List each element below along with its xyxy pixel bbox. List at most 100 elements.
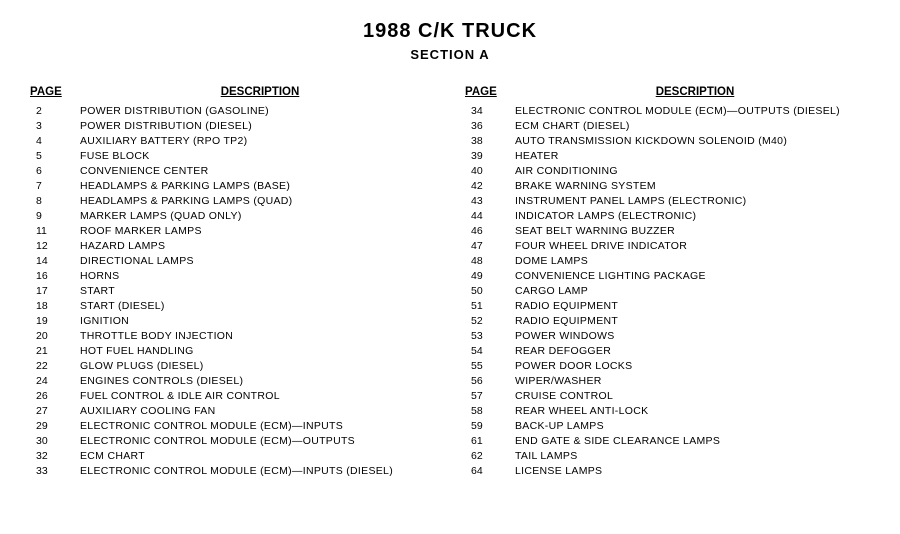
page-number: 55	[465, 359, 503, 374]
description-text: ELECTRONIC CONTROL MODULE (ECM)—INPUTS	[68, 419, 435, 434]
page-number: 57	[465, 389, 503, 404]
page-number: 19	[30, 314, 68, 329]
page-number: 24	[30, 374, 68, 389]
table-row: 29ELECTRONIC CONTROL MODULE (ECM)—INPUTS	[30, 419, 435, 434]
description-text: ELECTRONIC CONTROL MODULE (ECM)—OUTPUTS	[68, 434, 435, 449]
table-row: 50CARGO LAMP	[465, 284, 870, 299]
description-text: POWER DISTRIBUTION (DIESEL)	[68, 119, 435, 134]
page-number: 2	[30, 104, 68, 119]
page-number: 46	[465, 224, 503, 239]
page-number: 56	[465, 374, 503, 389]
description-text: AUXILIARY BATTERY (RPO TP2)	[68, 134, 435, 149]
description-text: INSTRUMENT PANEL LAMPS (ELECTRONIC)	[503, 194, 870, 209]
table-row: 14DIRECTIONAL LAMPS	[30, 254, 435, 269]
description-text: FOUR WHEEL DRIVE INDICATOR	[503, 239, 870, 254]
table-row: 64LICENSE LAMPS	[465, 464, 870, 479]
page-number: 51	[465, 299, 503, 314]
page-number: 30	[30, 434, 68, 449]
description-text: FUSE BLOCK	[68, 149, 435, 164]
page-number: 17	[30, 284, 68, 299]
left-column-headers: PAGE DESCRIPTION	[30, 86, 435, 98]
table-row: 42BRAKE WARNING SYSTEM	[465, 179, 870, 194]
description-text: ECM CHART (DIESEL)	[503, 119, 870, 134]
page-number: 11	[30, 224, 68, 239]
page-number: 20	[30, 329, 68, 344]
page-number: 6	[30, 164, 68, 179]
page-number: 34	[465, 104, 503, 119]
table-row: 53POWER WINDOWS	[465, 329, 870, 344]
description-text: DIRECTIONAL LAMPS	[68, 254, 435, 269]
description-text: RADIO EQUIPMENT	[503, 314, 870, 329]
page-number: 49	[465, 269, 503, 284]
table-row: 52RADIO EQUIPMENT	[465, 314, 870, 329]
description-text: START	[68, 284, 435, 299]
table-row: 16HORNS	[30, 269, 435, 284]
description-text: RADIO EQUIPMENT	[503, 299, 870, 314]
page-number: 61	[465, 434, 503, 449]
table-row: 44INDICATOR LAMPS (ELECTRONIC)	[465, 209, 870, 224]
table-row: 9MARKER LAMPS (QUAD ONLY)	[30, 209, 435, 224]
description-text: POWER WINDOWS	[503, 329, 870, 344]
table-row: 36ECM CHART (DIESEL)	[465, 119, 870, 134]
page-number: 44	[465, 209, 503, 224]
page-number: 3	[30, 119, 68, 134]
page-number: 33	[30, 464, 68, 479]
right-rows: 34ELECTRONIC CONTROL MODULE (ECM)—OUTPUT…	[465, 104, 870, 479]
table-row: 8HEADLAMPS & PARKING LAMPS (QUAD)	[30, 194, 435, 209]
left-rows: 2POWER DISTRIBUTION (GASOLINE)3POWER DIS…	[30, 104, 435, 479]
table-row: 40AIR CONDITIONING	[465, 164, 870, 179]
description-text: HOT FUEL HANDLING	[68, 344, 435, 359]
page-number: 18	[30, 299, 68, 314]
description-text: CONVENIENCE LIGHTING PACKAGE	[503, 269, 870, 284]
table-row: 33ELECTRONIC CONTROL MODULE (ECM)—INPUTS…	[30, 464, 435, 479]
description-text: ECM CHART	[68, 449, 435, 464]
left-column: PAGE DESCRIPTION 2POWER DISTRIBUTION (GA…	[30, 86, 435, 479]
page-number: 16	[30, 269, 68, 284]
table-row: 38AUTO TRANSMISSION KICKDOWN SOLENOID (M…	[465, 134, 870, 149]
table-row: 62TAIL LAMPS	[465, 449, 870, 464]
table-row: 43INSTRUMENT PANEL LAMPS (ELECTRONIC)	[465, 194, 870, 209]
description-text: POWER DISTRIBUTION (GASOLINE)	[68, 104, 435, 119]
description-text: IGNITION	[68, 314, 435, 329]
page-number: 43	[465, 194, 503, 209]
description-text: REAR WHEEL ANTI-LOCK	[503, 404, 870, 419]
description-text: ELECTRONIC CONTROL MODULE (ECM)—INPUTS (…	[68, 464, 435, 479]
table-row: 17START	[30, 284, 435, 299]
description-text: HEADLAMPS & PARKING LAMPS (BASE)	[68, 179, 435, 194]
description-text: HAZARD LAMPS	[68, 239, 435, 254]
description-text: TAIL LAMPS	[503, 449, 870, 464]
page-number: 8	[30, 194, 68, 209]
table-row: 26FUEL CONTROL & IDLE AIR CONTROL	[30, 389, 435, 404]
description-text: WIPER/WASHER	[503, 374, 870, 389]
page-number: 48	[465, 254, 503, 269]
description-header: DESCRIPTION	[520, 86, 870, 98]
table-row: 56WIPER/WASHER	[465, 374, 870, 389]
page-number: 50	[465, 284, 503, 299]
description-text: ROOF MARKER LAMPS	[68, 224, 435, 239]
description-text: AIR CONDITIONING	[503, 164, 870, 179]
table-row: 6CONVENIENCE CENTER	[30, 164, 435, 179]
description-header: DESCRIPTION	[85, 86, 435, 98]
table-row: 48DOME LAMPS	[465, 254, 870, 269]
table-row: 39HEATER	[465, 149, 870, 164]
table-row: 57CRUISE CONTROL	[465, 389, 870, 404]
table-row: 51RADIO EQUIPMENT	[465, 299, 870, 314]
description-text: CRUISE CONTROL	[503, 389, 870, 404]
table-row: 34ELECTRONIC CONTROL MODULE (ECM)—OUTPUT…	[465, 104, 870, 119]
description-text: BRAKE WARNING SYSTEM	[503, 179, 870, 194]
page-number: 36	[465, 119, 503, 134]
page-number: 22	[30, 359, 68, 374]
description-text: BACK-UP LAMPS	[503, 419, 870, 434]
page-number: 29	[30, 419, 68, 434]
table-row: 30ELECTRONIC CONTROL MODULE (ECM)—OUTPUT…	[30, 434, 435, 449]
description-text: INDICATOR LAMPS (ELECTRONIC)	[503, 209, 870, 224]
page-number: 32	[30, 449, 68, 464]
page-number: 5	[30, 149, 68, 164]
table-row: 5FUSE BLOCK	[30, 149, 435, 164]
page-number: 26	[30, 389, 68, 404]
description-text: MARKER LAMPS (QUAD ONLY)	[68, 209, 435, 224]
description-text: AUTO TRANSMISSION KICKDOWN SOLENOID (M40…	[503, 134, 870, 149]
table-row: 61END GATE & SIDE CLEARANCE LAMPS	[465, 434, 870, 449]
document-subtitle: SECTION A	[30, 47, 870, 62]
page-number: 14	[30, 254, 68, 269]
